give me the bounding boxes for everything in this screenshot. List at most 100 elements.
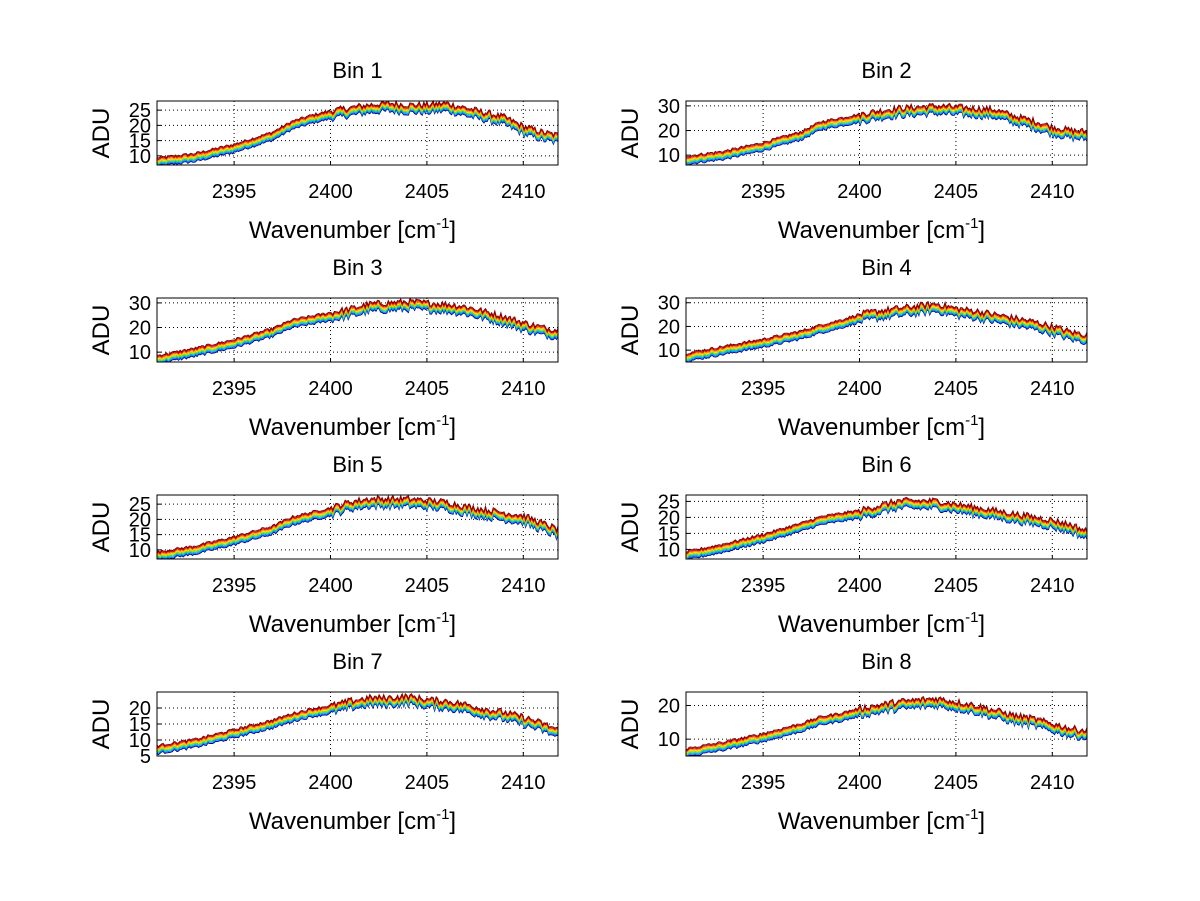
y-tick-label: 15 bbox=[658, 523, 680, 545]
x-tick-label: 2410 bbox=[1030, 378, 1075, 400]
y-axis-label: ADU bbox=[617, 699, 644, 750]
x-axis-label: Wavenumber [cm-1] bbox=[249, 806, 456, 835]
series-line-5 bbox=[156, 497, 559, 557]
x-tick-label: 2405 bbox=[405, 378, 450, 400]
series-line-4 bbox=[156, 498, 559, 559]
x-tick-label: 2405 bbox=[405, 181, 450, 203]
y-tick-label: 25 bbox=[129, 494, 151, 516]
series-line-6 bbox=[156, 694, 559, 750]
y-tick-label: 5 bbox=[140, 746, 151, 768]
x-tick-label: 2395 bbox=[212, 772, 257, 794]
x-tick-label: 2405 bbox=[934, 575, 979, 597]
series-line-2 bbox=[156, 699, 559, 755]
x-tick-label: 2405 bbox=[934, 772, 979, 794]
x-tick-label: 2410 bbox=[501, 378, 546, 400]
y-tick-label: 10 bbox=[658, 340, 680, 362]
y-tick-label: 30 bbox=[658, 96, 680, 118]
series-line-4 bbox=[156, 697, 559, 752]
x-tick-label: 2410 bbox=[1030, 181, 1075, 203]
x-tick-label: 2400 bbox=[308, 378, 353, 400]
series-line-3 bbox=[156, 698, 558, 753]
x-axis-label: Wavenumber [cm-1] bbox=[778, 412, 985, 441]
series-line-1 bbox=[157, 305, 559, 363]
chart-title: Bin 3 bbox=[332, 255, 382, 280]
x-tick-label: 2395 bbox=[741, 378, 786, 400]
y-tick-label: 25 bbox=[129, 100, 151, 122]
x-tick-label: 2395 bbox=[741, 575, 786, 597]
series-line-1 bbox=[156, 502, 559, 560]
series-line-3 bbox=[685, 306, 1088, 361]
y-axis-label: ADU bbox=[88, 108, 115, 159]
x-tick-label: 2410 bbox=[501, 772, 546, 794]
y-tick-label: 10 bbox=[658, 145, 680, 167]
x-tick-label: 2400 bbox=[837, 181, 882, 203]
y-tick-label: 30 bbox=[129, 293, 151, 315]
y-tick-label: 20 bbox=[658, 121, 680, 143]
x-axis-label: Wavenumber [cm-1] bbox=[778, 609, 985, 638]
y-tick-label: 20 bbox=[658, 695, 680, 717]
series-line-8 bbox=[156, 494, 559, 554]
series-line-5 bbox=[156, 696, 558, 751]
chart-title: Bin 8 bbox=[861, 649, 911, 674]
series-line-7 bbox=[156, 693, 558, 749]
series-line-5 bbox=[156, 300, 559, 360]
series-line-1 bbox=[156, 700, 558, 756]
series-line-8 bbox=[156, 692, 559, 748]
series-line-4 bbox=[685, 305, 1088, 360]
x-tick-label: 2400 bbox=[837, 575, 882, 597]
y-tick-label: 20 bbox=[129, 509, 151, 531]
y-tick-label: 25 bbox=[658, 491, 680, 513]
axes-box bbox=[156, 494, 559, 560]
x-tick-label: 2410 bbox=[1030, 772, 1075, 794]
x-axis-label: Wavenumber [cm-1] bbox=[249, 412, 456, 441]
series-line-3 bbox=[156, 499, 559, 560]
x-tick-label: 2395 bbox=[212, 575, 257, 597]
x-tick-label: 2400 bbox=[837, 378, 882, 400]
y-tick-label: 10 bbox=[658, 729, 680, 751]
chart-title: Bin 6 bbox=[861, 452, 911, 477]
series-line-8 bbox=[686, 102, 1088, 158]
x-axis-label: Wavenumber [cm-1] bbox=[249, 609, 456, 638]
series-line-6 bbox=[156, 496, 559, 556]
series-line-5 bbox=[685, 304, 1088, 359]
series-line-6 bbox=[685, 303, 1088, 358]
series-line-4 bbox=[157, 302, 559, 361]
series-line-8 bbox=[685, 696, 1088, 751]
x-tick-label: 2410 bbox=[1030, 575, 1075, 597]
y-tick-label: 20 bbox=[129, 698, 151, 720]
y-tick-label: 15 bbox=[129, 714, 151, 736]
y-tick-label: 10 bbox=[129, 540, 151, 562]
y-axis-label: ADU bbox=[617, 108, 644, 159]
series-line-8 bbox=[156, 99, 559, 159]
x-tick-label: 2395 bbox=[741, 181, 786, 203]
x-tick-label: 2405 bbox=[934, 378, 979, 400]
y-tick-label: 15 bbox=[129, 525, 151, 547]
series-line-1 bbox=[686, 308, 1088, 363]
series-line-2 bbox=[156, 501, 559, 560]
series-line-7 bbox=[156, 298, 559, 358]
x-tick-label: 2410 bbox=[501, 575, 546, 597]
axes-box bbox=[685, 494, 1088, 560]
series-line-8 bbox=[157, 297, 559, 357]
plot-area bbox=[686, 298, 1087, 362]
y-axis-label: ADU bbox=[88, 502, 115, 553]
series-line-3 bbox=[156, 303, 559, 363]
y-tick-label: 20 bbox=[658, 316, 680, 338]
x-tick-label: 2410 bbox=[501, 181, 546, 203]
series-line-2 bbox=[157, 304, 559, 363]
x-axis-label: Wavenumber [cm-1] bbox=[778, 215, 985, 244]
x-tick-label: 2400 bbox=[308, 575, 353, 597]
series-line-8 bbox=[685, 300, 1088, 355]
x-tick-label: 2395 bbox=[212, 181, 257, 203]
x-tick-label: 2400 bbox=[837, 772, 882, 794]
y-tick-label: 10 bbox=[129, 146, 151, 168]
y-tick-label: 10 bbox=[129, 342, 151, 364]
series-line-7 bbox=[156, 495, 559, 555]
y-tick-label: 15 bbox=[129, 131, 151, 153]
chart-title: Bin 4 bbox=[861, 255, 911, 280]
